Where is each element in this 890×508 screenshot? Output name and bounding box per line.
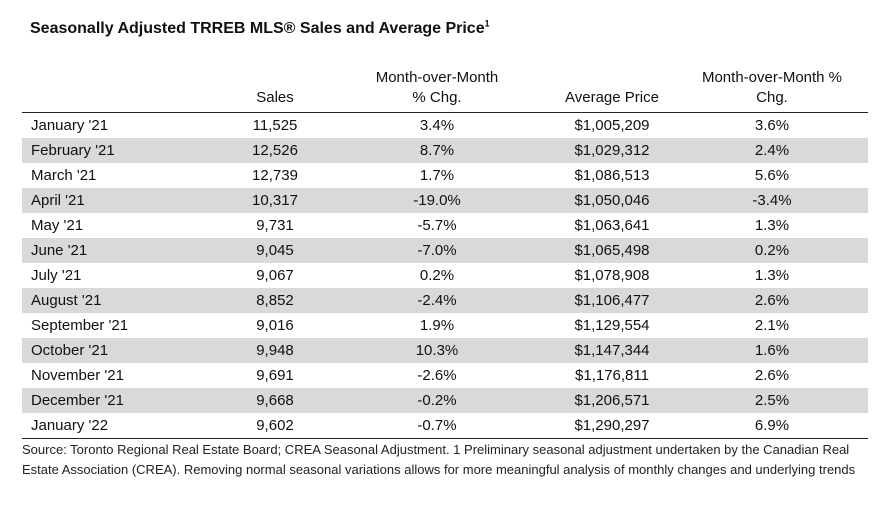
price-change-cell: 5.6%: [754, 167, 790, 184]
table-row: June '21 9,045 -7.0% $1,065,498 0.2%: [22, 238, 868, 263]
price-change-cell: 1.6%: [754, 342, 790, 359]
month-cell: September '21: [31, 317, 129, 334]
average-price-cell: $1,147,344: [574, 342, 650, 359]
month-cell: January '22: [31, 417, 109, 434]
month-cell: July '21: [31, 267, 82, 284]
month-cell: November '21: [31, 367, 124, 384]
month-cell: January '21: [31, 117, 109, 134]
sales-change-cell: -0.7%: [417, 417, 457, 434]
table-row: May '21 9,731 -5.7% $1,063,641 1.3%: [22, 213, 868, 238]
price-change-cell: 1.3%: [754, 267, 790, 284]
price-change-cell: 2.5%: [754, 392, 790, 409]
price-change-cell: -3.4%: [752, 192, 792, 209]
sales-cell: 9,691: [256, 367, 294, 384]
table-row: March '21 12,739 1.7% $1,086,513 5.6%: [22, 163, 868, 188]
sales-change-cell: -0.2%: [417, 392, 457, 409]
sales-cell: 11,525: [252, 117, 298, 134]
sales-change-cell: 3.4%: [419, 117, 455, 134]
month-cell: April '21: [31, 192, 85, 209]
price-change-cell: 2.6%: [754, 367, 790, 384]
average-price-cell: $1,078,908: [574, 267, 650, 284]
title-footnote-marker: 1: [484, 18, 490, 29]
month-cell: February '21: [31, 142, 115, 159]
header-mom-sales-line-1: Month-over-Month: [375, 69, 499, 86]
month-cell: May '21: [31, 217, 84, 234]
sales-change-cell: 0.2%: [419, 267, 455, 284]
title-text: Seasonally Adjusted TRREB MLS® Sales and…: [30, 20, 485, 37]
table-row: August '21 8,852 -2.4% $1,106,477 2.6%: [22, 288, 868, 313]
sales-cell: 9,602: [256, 417, 294, 434]
header-price-line-2: Average Price: [565, 89, 659, 106]
table-row: July '21 9,067 0.2% $1,078,908 1.3%: [22, 263, 868, 288]
header-sales-line-2: Sales: [256, 89, 294, 106]
sales-change-cell: -2.4%: [417, 292, 457, 309]
price-change-cell: 1.3%: [754, 217, 790, 234]
sales-cell: 9,067: [256, 267, 294, 284]
price-change-cell: 6.9%: [754, 417, 790, 434]
table-body: January '21 11,525 3.4% $1,005,209 3.6% Febru…: [22, 112, 868, 439]
average-price-cell: $1,063,641: [574, 217, 650, 234]
header-mom-price-line-1: Month-over-Month %: [701, 69, 843, 86]
average-price-cell: $1,050,046: [574, 192, 650, 209]
month-cell: March '21: [31, 167, 97, 184]
sales-cell: 9,948: [256, 342, 294, 359]
month-cell: June '21: [31, 242, 88, 259]
price-change-cell: 2.4%: [754, 142, 790, 159]
header-mom-price-change: Month-over-Month % Chg.: [682, 68, 862, 108]
header-mom-price-line-2: Chg.: [756, 89, 788, 106]
price-change-cell: 0.2%: [754, 242, 790, 259]
sales-change-cell: 1.9%: [419, 317, 455, 334]
average-price-cell: $1,086,513: [574, 167, 650, 184]
sales-change-cell: 8.7%: [419, 142, 455, 159]
sales-change-cell: 1.7%: [419, 167, 455, 184]
sales-change-cell: 10.3%: [415, 342, 459, 359]
average-price-cell: $1,106,477: [574, 292, 650, 309]
average-price-cell: $1,065,498: [574, 242, 650, 259]
average-price-cell: $1,176,811: [575, 367, 649, 384]
sales-cell: 10,317: [252, 192, 298, 209]
month-cell: October '21: [31, 342, 109, 359]
sales-cell: 9,668: [256, 392, 294, 409]
price-change-cell: 2.1%: [754, 317, 790, 334]
sales-cell: 9,016: [256, 317, 294, 334]
header-mom-sales-change: Month-over-Month % Chg.: [352, 68, 522, 108]
table-row: December '21 9,668 -0.2% $1,206,571 2.5%: [22, 388, 868, 413]
header-average-price: Average Price: [542, 88, 682, 108]
sales-cell: 9,731: [256, 217, 294, 234]
month-cell: December '21: [31, 392, 124, 409]
sales-cell: 12,739: [252, 167, 298, 184]
average-price-cell: $1,290,297: [574, 417, 650, 434]
average-price-cell: $1,206,571: [574, 392, 650, 409]
table-row: January '22 9,602 -0.7% $1,290,297 6.9%: [22, 413, 868, 438]
average-price-cell: $1,129,554: [574, 317, 650, 334]
source-note: Source: Toronto Regional Real Estate Boa…: [22, 442, 856, 477]
table-row: October '21 9,948 10.3% $1,147,344 1.6%: [22, 338, 868, 363]
sales-cell: 9,045: [256, 242, 294, 259]
price-change-cell: 3.6%: [754, 117, 790, 134]
table-row: November '21 9,691 -2.6% $1,176,811 2.6%: [22, 363, 868, 388]
table-row: September '21 9,016 1.9% $1,129,554 2.1%: [22, 313, 868, 338]
table-row: January '21 11,525 3.4% $1,005,209 3.6%: [22, 113, 868, 138]
table-row: April '21 10,317 -19.0% $1,050,046 -3.4%: [22, 188, 868, 213]
sales-cell: 12,526: [252, 142, 298, 159]
sales-change-cell: -19.0%: [413, 192, 461, 209]
page-title: Seasonally Adjusted TRREB MLS® Sales and…: [30, 18, 490, 38]
table-header: Sales Month-over-Month % Chg. Average Pr…: [22, 64, 868, 112]
average-price-cell: $1,029,312: [574, 142, 650, 159]
sales-change-cell: -2.6%: [417, 367, 457, 384]
sales-price-table: Sales Month-over-Month % Chg. Average Pr…: [22, 64, 868, 439]
header-mom-sales-line-2: % Chg.: [412, 89, 462, 106]
price-change-cell: 2.6%: [754, 292, 790, 309]
header-sales: Sales: [220, 88, 330, 108]
month-cell: August '21: [31, 292, 102, 309]
sales-change-cell: -7.0%: [417, 242, 457, 259]
sales-change-cell: -5.7%: [417, 217, 457, 234]
sales-cell: 8,852: [256, 292, 294, 309]
table-row: February '21 12,526 8.7% $1,029,312 2.4%: [22, 138, 868, 163]
average-price-cell: $1,005,209: [574, 117, 650, 134]
